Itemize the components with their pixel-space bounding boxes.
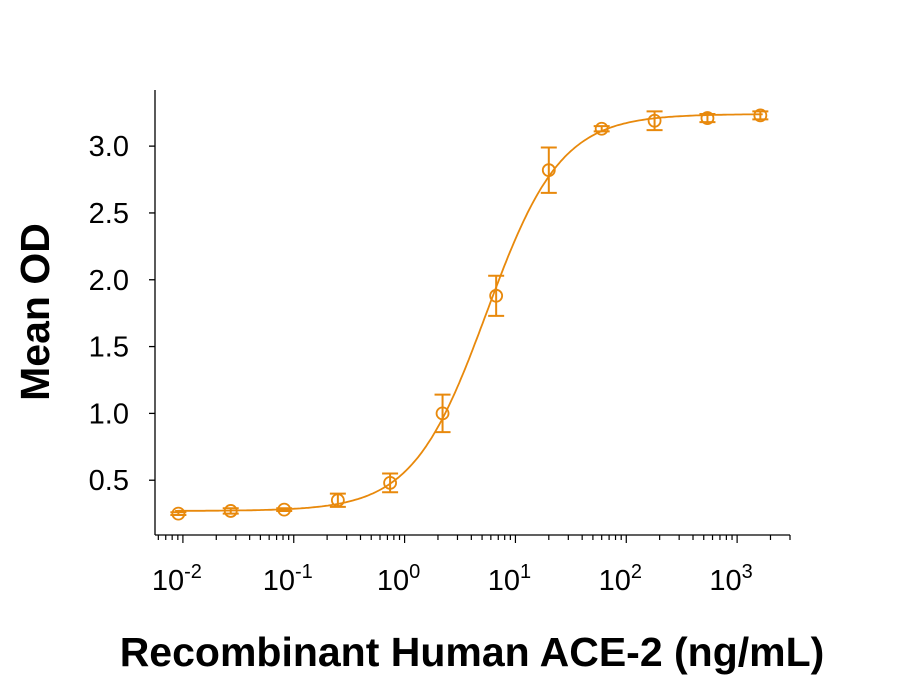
data-point [222,504,239,518]
point-marker [223,504,238,518]
x-tick-base: 10 [377,565,409,597]
point-marker [647,113,662,128]
point-marker [489,288,504,303]
x-tick-label: 10-1 [263,561,313,597]
axes: 0.51.01.52.02.53.010-2 10-1 100 101 102 103 [89,90,791,597]
x-tick-base: 10 [152,565,184,597]
x-tick-exponent: 3 [742,561,753,583]
data-point [646,110,663,132]
data-point [276,502,293,517]
x-tick-exponent: 2 [631,561,642,583]
data-points-layer [170,108,769,521]
point-marker [541,163,556,178]
x-tick-label: 103 [709,561,752,597]
x-tick-label: 101 [488,561,531,597]
x-tick-exponent: -2 [184,561,202,583]
x-tick-label: 100 [377,561,420,597]
point-marker [700,111,715,125]
point-marker [277,502,292,517]
y-tick-label: 2.5 [89,198,129,230]
x-tick-label: 10-2 [152,561,202,597]
data-point [488,274,505,317]
y-tick-label: 1.0 [89,398,129,430]
point-marker [435,406,450,421]
point-marker [753,108,768,123]
x-tick-exponent: 1 [520,561,531,583]
x-tick-exponent: -1 [295,561,313,583]
point-marker [171,506,186,521]
x-tick-base: 10 [599,565,631,597]
y-axis-label: Mean OD [12,223,58,401]
data-point [699,111,716,125]
data-point [329,492,346,508]
fit-curve [175,113,763,512]
x-tick-base: 10 [263,565,295,597]
data-point [170,506,187,521]
data-point [382,472,399,494]
data-point [540,146,557,194]
x-tick-base: 10 [709,565,741,597]
y-tick-label: 0.5 [89,465,129,497]
fit-curve-layer [175,113,763,512]
point-marker [383,475,397,490]
y-tick-label: 3.0 [89,131,129,163]
x-tick-exponent: 0 [409,561,420,583]
data-point [752,108,769,123]
data-point [434,393,451,434]
x-axis-label: Recombinant Human ACE-2 (ng/mL) [120,629,825,675]
x-tick-label: 102 [599,561,642,597]
data-point [593,121,610,136]
x-tick-base: 10 [488,565,520,597]
y-tick-label: 2.0 [89,265,129,297]
y-tick-label: 1.5 [89,332,129,364]
point-marker [330,493,345,508]
point-marker [594,121,609,136]
